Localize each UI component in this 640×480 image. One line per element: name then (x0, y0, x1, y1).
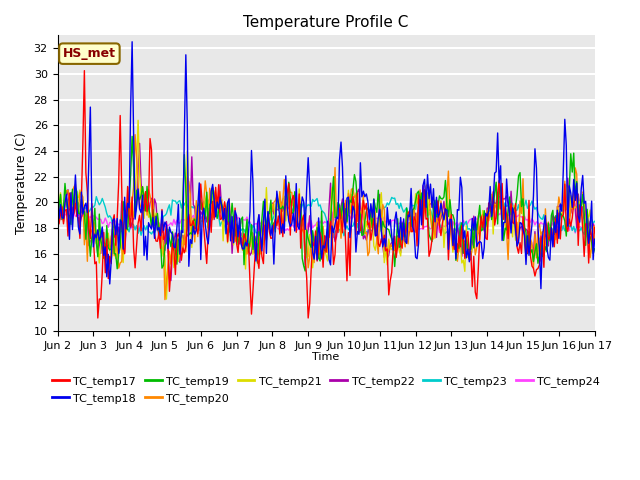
TC_temp18 (128, 39, 136, 45)
TC_temp22 (392, 249, 400, 255)
TC_temp24 (391, 217, 399, 223)
TC_temp21 (68, 199, 76, 205)
TC_temp17 (380, 232, 388, 238)
TC_temp20 (528, 240, 536, 246)
TC_temp21 (380, 260, 388, 265)
TC_temp20 (392, 247, 400, 252)
TC_temp17 (392, 254, 400, 260)
Text: HS_met: HS_met (63, 47, 116, 60)
TC_temp22 (362, 237, 370, 243)
Line: TC_temp20: TC_temp20 (58, 135, 595, 300)
Line: TC_temp24: TC_temp24 (58, 210, 595, 233)
TC_temp20 (591, 223, 598, 229)
TC_temp20 (161, 297, 169, 302)
TC_temp24 (54, 216, 61, 222)
Legend: TC_temp17, TC_temp18, TC_temp19, TC_temp20, TC_temp21, TC_temp22, TC_temp23, TC_: TC_temp17, TC_temp18, TC_temp19, TC_temp… (48, 372, 604, 408)
TC_temp22 (380, 254, 388, 260)
TC_temp23 (591, 218, 598, 224)
TC_temp22 (54, 216, 61, 221)
TC_temp23 (528, 198, 536, 204)
TC_temp19 (528, 247, 536, 252)
TC_temp17 (68, 216, 76, 222)
TC_temp19 (68, 186, 76, 192)
TC_temp18 (537, 286, 545, 291)
TC_temp20 (54, 222, 61, 228)
TC_temp17 (157, 245, 164, 251)
TC_temp19 (301, 268, 309, 274)
TC_temp19 (392, 242, 400, 248)
TC_temp17 (94, 315, 102, 321)
TC_temp17 (54, 190, 61, 196)
TC_temp19 (54, 232, 61, 238)
TC_temp17 (81, 68, 88, 73)
TC_temp19 (155, 227, 163, 233)
TC_temp21 (134, 118, 142, 123)
TC_temp23 (391, 195, 399, 201)
TC_temp18 (391, 218, 399, 224)
TC_temp19 (128, 133, 136, 139)
TC_temp23 (361, 231, 369, 237)
TC_temp24 (269, 230, 276, 236)
TC_temp18 (361, 194, 369, 200)
Line: TC_temp22: TC_temp22 (58, 144, 595, 281)
TC_temp19 (591, 246, 598, 252)
TC_temp23 (330, 234, 337, 240)
TC_temp18 (527, 236, 534, 241)
TC_temp19 (380, 224, 388, 229)
X-axis label: Time: Time (312, 352, 340, 362)
TC_temp19 (362, 208, 370, 214)
TC_temp21 (591, 237, 598, 242)
TC_temp24 (68, 210, 76, 216)
TC_temp20 (362, 229, 370, 235)
Line: TC_temp21: TC_temp21 (58, 120, 595, 299)
Line: TC_temp19: TC_temp19 (58, 136, 595, 271)
TC_temp22 (155, 236, 163, 241)
TC_temp18 (68, 227, 76, 232)
Line: TC_temp23: TC_temp23 (58, 196, 595, 237)
TC_temp24 (491, 207, 499, 213)
TC_temp22 (591, 230, 598, 236)
TC_temp23 (54, 221, 61, 227)
TC_temp21 (155, 221, 163, 227)
TC_temp17 (528, 263, 536, 269)
Y-axis label: Temperature (C): Temperature (C) (15, 132, 28, 234)
TC_temp24 (379, 214, 387, 220)
TC_temp21 (392, 242, 400, 248)
TC_temp22 (136, 141, 143, 146)
TC_temp18 (54, 192, 61, 198)
TC_temp21 (163, 296, 170, 302)
TC_temp23 (154, 222, 161, 228)
TC_temp24 (154, 228, 161, 234)
TC_temp22 (68, 204, 76, 210)
TC_temp17 (362, 201, 370, 206)
TC_temp20 (380, 206, 388, 212)
TC_temp24 (361, 212, 369, 218)
TC_temp22 (167, 278, 175, 284)
TC_temp17 (591, 225, 598, 230)
TC_temp21 (54, 225, 61, 231)
TC_temp18 (379, 244, 387, 250)
TC_temp20 (68, 189, 76, 194)
TC_temp23 (379, 206, 387, 212)
TC_temp18 (591, 236, 598, 242)
TC_temp20 (155, 222, 163, 228)
TC_temp20 (131, 132, 139, 138)
TC_temp24 (528, 216, 536, 222)
TC_temp18 (155, 225, 163, 230)
TC_temp23 (68, 201, 76, 206)
TC_temp21 (362, 218, 370, 224)
TC_temp24 (591, 223, 598, 229)
Title: Temperature Profile C: Temperature Profile C (243, 15, 409, 30)
TC_temp23 (497, 193, 504, 199)
Line: TC_temp17: TC_temp17 (58, 71, 595, 318)
TC_temp21 (528, 244, 536, 250)
TC_temp22 (528, 242, 536, 248)
Line: TC_temp18: TC_temp18 (58, 42, 595, 288)
